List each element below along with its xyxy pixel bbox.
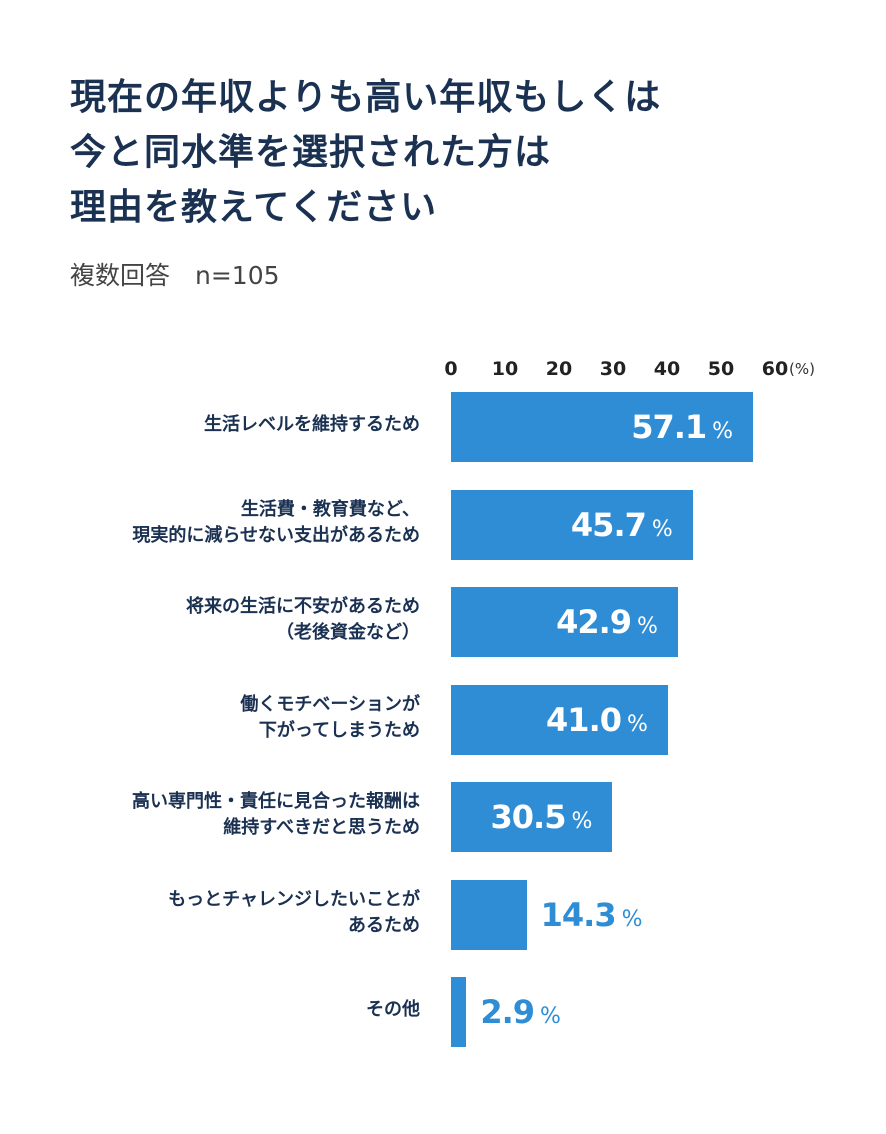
value-label: 57.1% — [631, 392, 733, 462]
bar — [451, 392, 754, 462]
bar — [451, 587, 678, 657]
category-label: その他 — [366, 999, 420, 1020]
value-label: 2.9% — [480, 977, 561, 1047]
bar — [451, 977, 467, 1047]
x-tick-label: 10 — [491, 358, 519, 380]
x-tick-label: 20 — [545, 358, 573, 380]
value-number: 42.9 — [556, 603, 632, 641]
value-number: 57.1 — [631, 408, 707, 446]
x-tick-label: 0 — [444, 358, 458, 380]
category-label: 高い専門性・責任に見合った報酬は 維持すべきだと思うため — [132, 791, 420, 838]
category-label: 生活レベルを維持するため — [204, 414, 420, 435]
x-tick-label: 50 — [707, 358, 735, 380]
value-label: 30.5% — [491, 782, 593, 852]
value-unit: % — [712, 419, 734, 444]
value-unit: % — [621, 906, 643, 932]
bar — [451, 684, 668, 755]
value-number: 45.7 — [570, 505, 647, 544]
value-number: 2.9 — [480, 993, 535, 1031]
value-unit: % — [637, 614, 658, 639]
title-line: 今と同水準を選択された方は — [70, 132, 552, 173]
x-tick-label: 60 — [761, 358, 789, 380]
category-label: 生活費・教育費など、 現実的に減らせない支出があるため — [132, 498, 420, 546]
chart-title: 現在の年収よりも高い年収もしくは 今と同水準を選択された方は 理由を教えてくださ… — [70, 70, 661, 235]
value-unit: % — [651, 516, 673, 542]
category-label: もっとチャレンジしたいことが あるため — [168, 888, 420, 936]
title-line: 理由を教えてください — [70, 187, 438, 228]
value-unit: % — [540, 1004, 561, 1029]
value-number: 14.3 — [540, 895, 617, 934]
value-unit: % — [626, 711, 648, 737]
value-label: 14.3% — [541, 880, 643, 950]
value-number: 41.0 — [546, 700, 622, 739]
category-label: 将来の生活に不安があるため （老後資金など） — [186, 596, 420, 643]
x-unit-label: (%) — [789, 360, 815, 378]
x-tick-label: 30 — [599, 358, 627, 380]
bar — [451, 782, 613, 852]
value-label: 45.7% — [571, 490, 673, 560]
value-number: 30.5 — [490, 798, 567, 836]
value-label: 42.9% — [556, 587, 658, 657]
chart-subtitle: 複数回答 n=105 — [70, 261, 280, 290]
category-label: 働くモチベーションが 下がってしまうため — [240, 693, 420, 741]
value-label: 41.0% — [546, 685, 648, 755]
bar — [451, 879, 527, 950]
x-tick-label: 40 — [653, 358, 681, 380]
value-unit: % — [571, 809, 593, 834]
bar — [451, 489, 693, 560]
title-line: 現在の年収よりも高い年収もしくは — [70, 77, 662, 118]
